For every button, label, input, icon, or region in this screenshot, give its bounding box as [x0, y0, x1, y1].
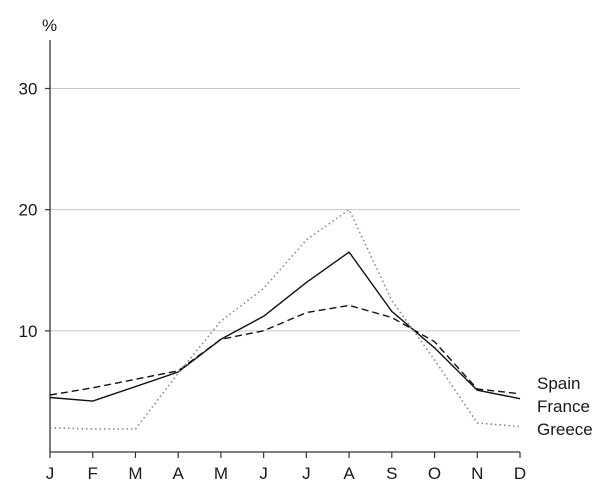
legend: Spain France Greece: [537, 374, 593, 439]
y-tick-label: 10: [19, 322, 38, 341]
legend-label-greece: Greece: [537, 420, 593, 439]
legend-label-france: France: [537, 397, 590, 416]
y-tick-label: 30: [19, 79, 38, 98]
x-tick-label: J: [259, 464, 268, 483]
series-layer: [49, 208, 521, 430]
series-line-spain: [49, 251, 521, 402]
x-tick-label: O: [428, 464, 441, 483]
legend-label-spain: Spain: [537, 374, 580, 393]
y-unit-label: %: [42, 16, 57, 35]
grid-layer: [50, 87, 520, 332]
x-tick-label: D: [514, 464, 526, 483]
y-tick-label: 20: [19, 201, 38, 220]
x-tick-label: F: [88, 464, 98, 483]
series-line-france: [49, 304, 521, 396]
x-tick-label: S: [386, 464, 397, 483]
x-tick-label: M: [214, 464, 228, 483]
x-tick-label: A: [173, 464, 185, 483]
axis-layer: [49, 40, 520, 453]
x-tick-label: J: [46, 464, 55, 483]
y-tick-layer: 10 20 30: [19, 79, 50, 341]
x-tick-label: A: [343, 464, 355, 483]
series-line-greece: [49, 208, 521, 430]
x-tick-label: M: [128, 464, 142, 483]
x-tick-label: N: [471, 464, 483, 483]
x-tick-label: J: [302, 464, 311, 483]
